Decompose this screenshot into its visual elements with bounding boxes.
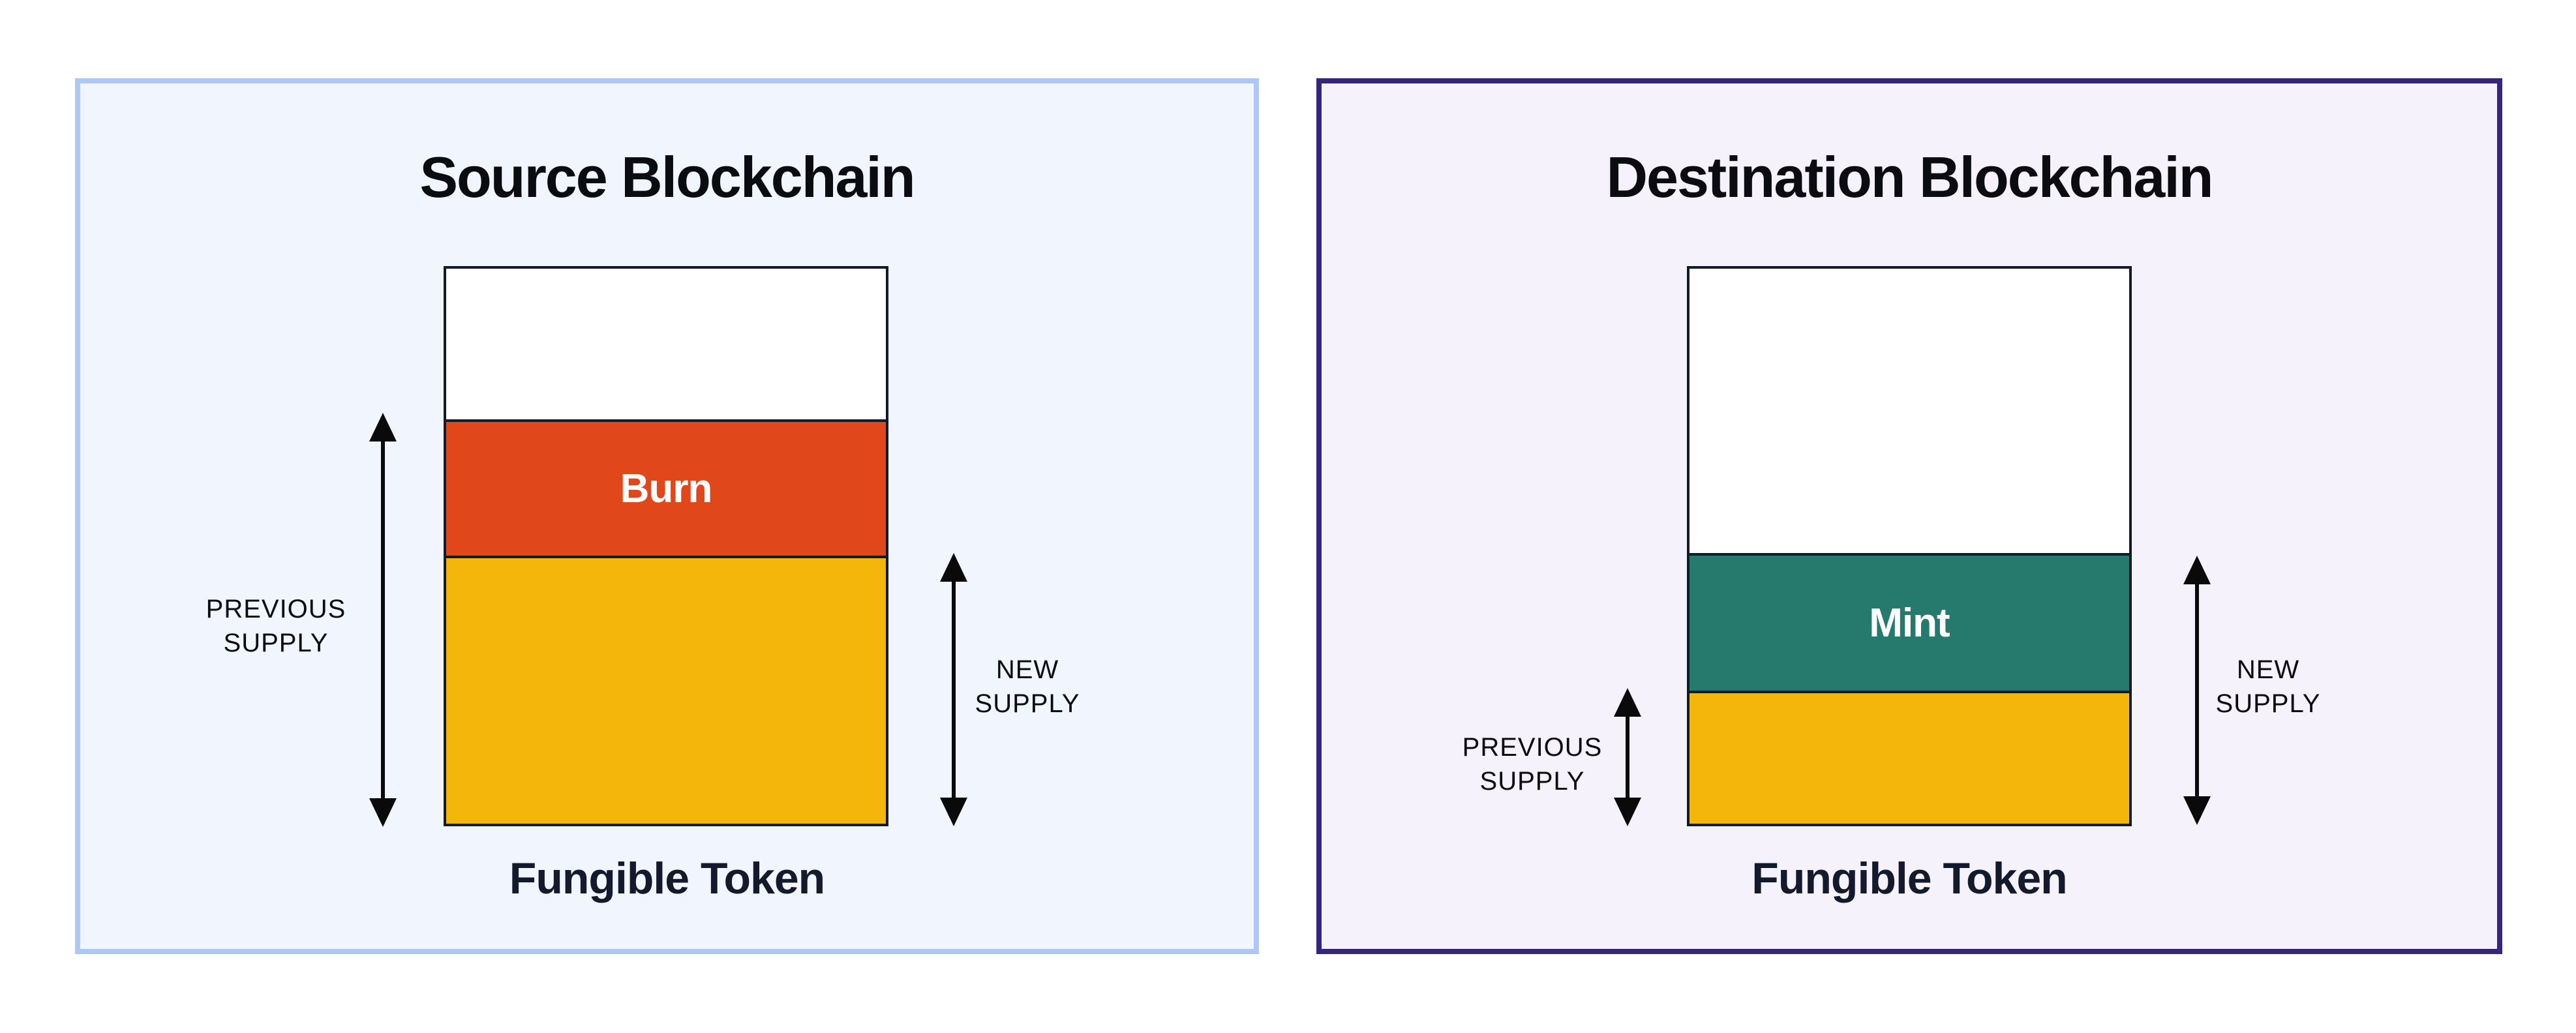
burn-segment: Burn: [446, 419, 886, 556]
destination-headroom-segment: [1690, 269, 2129, 553]
caption-line: SUPPLY: [1479, 767, 1585, 796]
source-token-label: Fungible Token: [509, 854, 825, 903]
caption-line: PREVIOUS: [205, 595, 346, 623]
mint-segment-label: Mint: [1869, 601, 1950, 646]
destination-previous-supply-arrow: [1614, 688, 1641, 826]
source-new-supply-arrow: [940, 553, 967, 826]
mint-segment: Mint: [1690, 553, 2129, 691]
destination-panel-title: Destination Blockchain: [1606, 145, 2213, 209]
double-headed-arrow-icon: [940, 553, 967, 826]
caption-line: NEW: [2236, 655, 2300, 684]
caption-line: NEW: [995, 655, 1059, 684]
source-panel-title: Source Blockchain: [419, 145, 915, 209]
source-previous-supply-arrow: [369, 413, 397, 827]
double-headed-arrow-icon: [1614, 688, 1641, 826]
caption-line: SUPPLY: [2215, 689, 2321, 718]
destination-previous-supply-caption: PREVIOUS SUPPLY: [1395, 730, 1669, 798]
burn-segment-label: Burn: [620, 466, 713, 511]
destination-blockchain-panel: Destination Blockchain Mint PREVIOUS SUP…: [1316, 78, 2502, 954]
destination-token-label: Fungible Token: [1751, 854, 2067, 903]
source-previous-supply-caption: PREVIOUS SUPPLY: [139, 592, 413, 660]
caption-line: SUPPLY: [975, 689, 1080, 718]
source-new-supply-caption: NEW SUPPLY: [890, 653, 1164, 721]
source-previous-supply-segment: [446, 556, 886, 824]
double-headed-arrow-icon: [2183, 556, 2211, 825]
source-token-supply-bar: Burn: [444, 266, 888, 826]
source-headroom-segment: [446, 269, 886, 419]
destination-new-supply-caption: NEW SUPPLY: [2131, 653, 2405, 721]
source-blockchain-panel: Source Blockchain Burn PREVIOUS SUPPLY: [75, 78, 1259, 954]
double-headed-arrow-icon: [369, 413, 397, 827]
destination-previous-supply-segment: [1690, 691, 2129, 824]
caption-line: SUPPLY: [223, 629, 329, 657]
destination-new-supply-arrow: [2183, 556, 2211, 825]
destination-token-supply-bar: Mint: [1687, 266, 2132, 826]
caption-line: PREVIOUS: [1462, 733, 1603, 762]
